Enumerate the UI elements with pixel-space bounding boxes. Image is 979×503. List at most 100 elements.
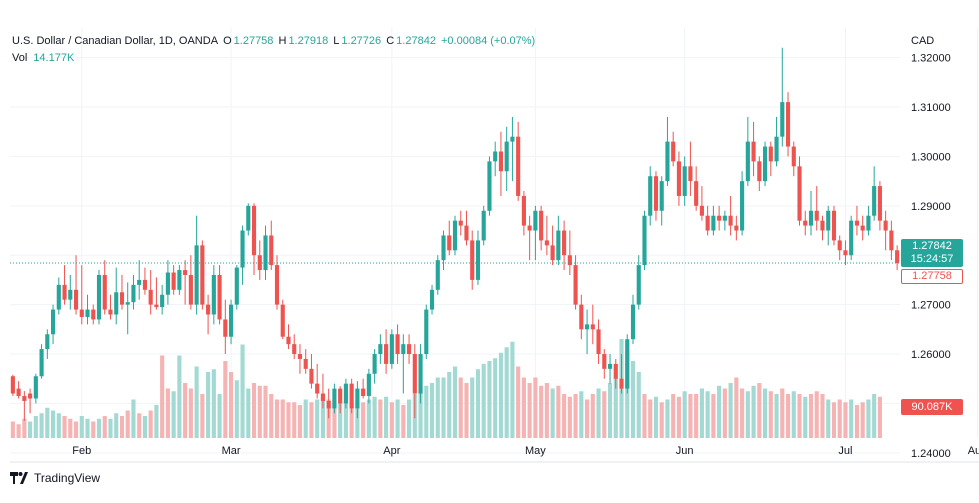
volume-bar xyxy=(470,377,475,438)
volume-bar xyxy=(338,402,343,438)
candle-body xyxy=(165,272,170,295)
candle-body xyxy=(447,235,452,251)
candle-body xyxy=(240,230,245,268)
candle-body xyxy=(659,181,664,211)
candle-body xyxy=(854,220,860,226)
volume-bar xyxy=(200,394,205,438)
volume-bar xyxy=(722,388,727,438)
y-tick-label: 1.26000 xyxy=(911,349,951,361)
volume-bar xyxy=(355,399,360,438)
time-axis[interactable]: Feb Mar Apr May Jun Jul Aug xyxy=(10,445,979,463)
volume-bar xyxy=(590,394,595,438)
volume-bar xyxy=(366,399,371,438)
volume-bar xyxy=(493,358,498,438)
volume-bar xyxy=(728,383,733,438)
x-tick-label: Jul xyxy=(838,445,852,457)
volume-bar xyxy=(56,413,61,438)
candle-body xyxy=(573,265,578,305)
volume-bar xyxy=(837,399,842,438)
candle-body xyxy=(487,161,492,211)
candle-body xyxy=(849,220,854,256)
volume-bar xyxy=(188,388,193,438)
volume-bar xyxy=(125,410,130,438)
volume-bar xyxy=(320,396,326,438)
x-tick-label: Feb xyxy=(72,445,91,457)
candle-body xyxy=(211,274,216,315)
volume-bar xyxy=(257,385,262,438)
volume-bar xyxy=(567,396,572,438)
last-price-value: 1.27842 xyxy=(912,240,952,252)
volume-bar xyxy=(33,416,38,438)
volume-bar xyxy=(699,388,704,438)
tradingview-branding[interactable]: TradingView xyxy=(10,471,100,485)
volume-bar xyxy=(142,416,148,438)
candle-body xyxy=(188,274,193,305)
candle-body xyxy=(292,344,297,355)
volume-value: 14.177K xyxy=(33,52,75,64)
candle-body xyxy=(338,388,343,404)
candle-body xyxy=(757,161,762,182)
volume-bar xyxy=(705,391,710,438)
candle-body xyxy=(263,235,268,271)
volume-bar xyxy=(102,416,107,438)
candle-body xyxy=(217,274,222,320)
volume-bar xyxy=(183,383,188,438)
candle-body xyxy=(131,284,136,303)
candle-body xyxy=(722,215,727,221)
candle-body xyxy=(366,373,371,397)
candle-body xyxy=(895,250,900,264)
volume-bar xyxy=(194,366,199,438)
volume-bar xyxy=(269,394,274,438)
volume-bar xyxy=(688,394,693,438)
candle-body xyxy=(73,289,79,310)
volume-bar xyxy=(826,399,831,438)
volume-legend: Vol 14.177K xyxy=(12,52,74,64)
volume-bar xyxy=(10,421,15,438)
volume-bar xyxy=(280,399,285,438)
candle-body xyxy=(550,245,555,261)
candle-body xyxy=(688,166,693,182)
volume-bar xyxy=(877,396,882,438)
candle-body xyxy=(728,215,733,226)
candle-body xyxy=(114,292,119,315)
volume-bar xyxy=(820,394,825,438)
volume-bar xyxy=(464,383,469,438)
candle-body xyxy=(820,220,825,231)
tradingview-logo-icon xyxy=(10,472,28,484)
volume-bar xyxy=(521,377,526,438)
volume-bar xyxy=(516,366,521,438)
close-label: C xyxy=(386,35,395,47)
volume-bar xyxy=(263,385,268,438)
volume-bar xyxy=(246,388,251,438)
volume-bar xyxy=(613,377,618,438)
volume-bar xyxy=(361,402,366,438)
symbol-title[interactable]: U.S. Dollar / Canadian Dollar, 1D, OANDA xyxy=(12,35,219,47)
high-label: H xyxy=(278,35,287,47)
volume-bar xyxy=(544,383,549,438)
volume-bar xyxy=(487,361,492,438)
candle-body xyxy=(803,220,808,226)
volume-bar xyxy=(854,405,860,438)
volume-bar xyxy=(119,416,125,438)
candle-body xyxy=(613,363,618,379)
volume-bar xyxy=(332,399,337,438)
brand-label: TradingView xyxy=(34,471,101,485)
candle-body xyxy=(435,260,440,290)
candle-body xyxy=(251,205,257,256)
candle-body xyxy=(56,284,61,310)
candle-body xyxy=(808,210,814,226)
candle-body xyxy=(412,354,417,394)
volume-bar xyxy=(372,396,377,438)
candle-body xyxy=(16,388,21,397)
candle-body xyxy=(676,161,682,196)
volume-bar xyxy=(22,418,27,438)
open-label: O xyxy=(223,35,232,47)
candle-body xyxy=(602,354,607,369)
volume-bar xyxy=(630,361,636,438)
volume-bar xyxy=(780,388,785,438)
candle-body xyxy=(481,210,486,241)
close-value: 1.27842 xyxy=(396,35,436,47)
candle-body xyxy=(470,240,475,280)
